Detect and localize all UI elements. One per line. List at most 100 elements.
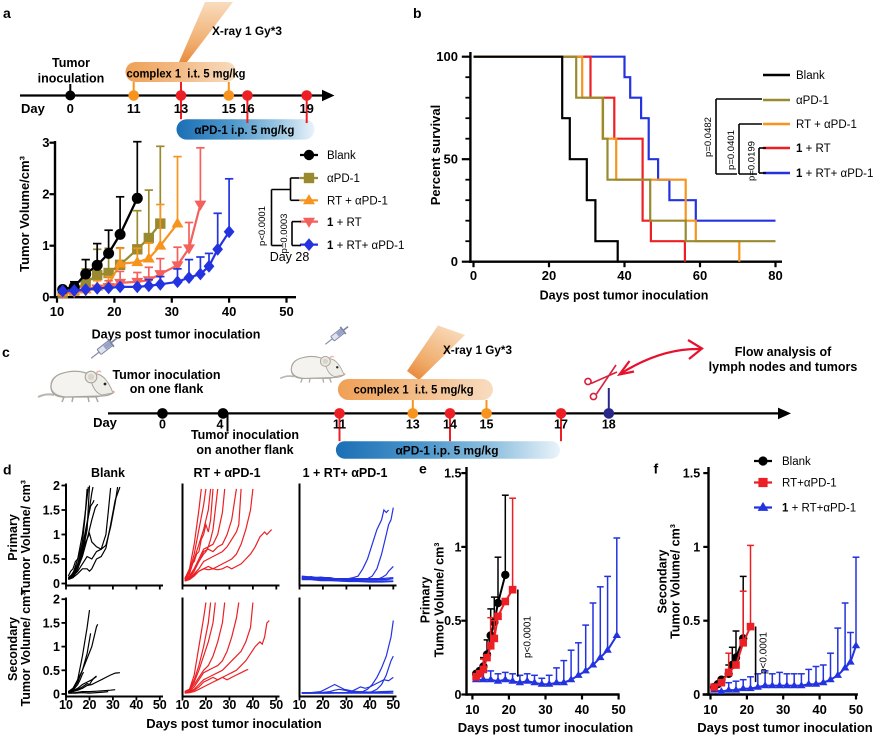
svg-text:0.5: 0.5 — [683, 614, 700, 628]
svg-text:Tumor Volume/ cm³: Tumor Volume/ cm³ — [19, 592, 33, 707]
svg-text:Tumor Volume/ cm³: Tumor Volume/ cm³ — [19, 480, 33, 595]
svg-text:40: 40 — [222, 304, 236, 319]
svg-text:30: 30 — [538, 702, 552, 717]
svg-text:Secondary: Secondary — [6, 617, 20, 681]
svg-text:RT+αPD-1: RT+αPD-1 — [782, 478, 837, 490]
svg-text:lymph nodes and tumors: lymph nodes and tumors — [709, 360, 858, 374]
svg-text:0: 0 — [455, 688, 462, 702]
svg-text:0.5: 0.5 — [43, 553, 60, 567]
svg-text:10: 10 — [59, 698, 73, 712]
svg-text:13: 13 — [406, 418, 420, 432]
svg-text:Primary: Primary — [419, 577, 433, 624]
svg-text:1 + RT+ αPD-1: 1 + RT+ αPD-1 — [796, 168, 873, 180]
svg-text:X-ray 1 Gy*3: X-ray 1 Gy*3 — [443, 343, 512, 357]
svg-text:1: 1 — [455, 540, 462, 554]
svg-text:inoculation: inoculation — [38, 72, 105, 86]
svg-text:d: d — [3, 462, 12, 478]
svg-text:a: a — [3, 5, 11, 21]
svg-text:1.5: 1.5 — [43, 616, 60, 630]
svg-text:on one flank: on one flank — [130, 382, 204, 396]
svg-text:p<0.0001: p<0.0001 — [257, 206, 268, 246]
svg-text:60: 60 — [693, 268, 707, 283]
svg-text:Flow analysis of: Flow analysis of — [735, 345, 832, 359]
svg-text:0: 0 — [67, 101, 74, 116]
svg-text:Days post tumor inoculation: Days post tumor inoculation — [697, 720, 873, 735]
svg-text:RT + αPD-1: RT + αPD-1 — [796, 119, 857, 131]
svg-text:complex 1 i.t. 5 mg/kg: complex 1 i.t. 5 mg/kg — [354, 382, 474, 396]
svg-text:40: 40 — [363, 698, 377, 712]
svg-text:14: 14 — [443, 418, 457, 432]
svg-text:c: c — [2, 344, 10, 360]
svg-text:20: 20 — [542, 268, 556, 283]
svg-text:0: 0 — [451, 254, 458, 269]
svg-text:50: 50 — [849, 702, 863, 717]
svg-text:11: 11 — [127, 101, 141, 116]
svg-text:80: 80 — [768, 268, 782, 283]
svg-text:Days post tumor inoculation: Days post tumor inoculation — [540, 289, 709, 303]
svg-text:Secondary: Secondary — [656, 549, 670, 613]
svg-text:50: 50 — [269, 698, 283, 712]
svg-text:Blank: Blank — [796, 70, 825, 82]
svg-text:b: b — [413, 5, 422, 21]
svg-text:20: 20 — [199, 698, 213, 712]
svg-text:Blank: Blank — [327, 150, 356, 162]
svg-text:Primary: Primary — [6, 514, 20, 561]
svg-text:50: 50 — [279, 304, 293, 319]
svg-text:Days post tumor inoculation: Days post tumor inoculation — [458, 720, 634, 735]
svg-text:40: 40 — [812, 702, 826, 717]
svg-text:20: 20 — [316, 698, 330, 712]
svg-text:2: 2 — [53, 479, 60, 493]
svg-text:Day: Day — [93, 415, 118, 430]
svg-text:0: 0 — [159, 418, 166, 432]
svg-text:1 + RT+ αPD-1: 1 + RT+ αPD-1 — [327, 240, 404, 252]
svg-text:p=0.0401: p=0.0401 — [726, 130, 737, 170]
svg-text:30: 30 — [339, 698, 353, 712]
svg-text:0.5: 0.5 — [444, 614, 461, 628]
svg-text:1 + RT: 1 + RT — [796, 143, 831, 155]
svg-text:Days post tumor inoculation: Days post tumor inoculation — [92, 328, 261, 342]
svg-text:0: 0 — [53, 688, 60, 702]
svg-text:αPD-1 i.p. 5 mg/kg: αPD-1 i.p. 5 mg/kg — [396, 444, 499, 458]
svg-text:Day: Day — [21, 101, 46, 116]
svg-text:18: 18 — [602, 418, 616, 432]
svg-text:15: 15 — [222, 101, 236, 116]
svg-text:40: 40 — [617, 268, 631, 283]
svg-text:Tumor inoculation: Tumor inoculation — [112, 368, 220, 382]
svg-text:p=0.0003: p=0.0003 — [279, 214, 290, 254]
svg-text:3: 3 — [42, 135, 49, 150]
svg-text:Blank: Blank — [782, 456, 811, 468]
svg-text:50: 50 — [153, 698, 167, 712]
svg-text:αPD-1: αPD-1 — [796, 95, 829, 107]
svg-text:1: 1 — [693, 540, 700, 554]
svg-text:16: 16 — [240, 101, 254, 116]
svg-text:1.5: 1.5 — [683, 467, 700, 481]
svg-text:4: 4 — [217, 418, 224, 432]
svg-text:30: 30 — [776, 702, 790, 717]
svg-text:10: 10 — [293, 698, 307, 712]
svg-text:30: 30 — [106, 698, 120, 712]
svg-text:30: 30 — [165, 304, 179, 319]
svg-text:2: 2 — [42, 187, 49, 202]
svg-text:1: 1 — [53, 640, 60, 654]
svg-text:2: 2 — [53, 593, 60, 607]
svg-text:p<0.0001: p<0.0001 — [523, 616, 534, 658]
svg-text:e: e — [419, 461, 427, 477]
svg-text:Days post tumor inoculation: Days post tumor inoculation — [146, 716, 322, 731]
svg-text:αPD-1: αPD-1 — [327, 173, 360, 185]
svg-text:0: 0 — [470, 268, 477, 283]
svg-text:1 + RT+αPD-1: 1 + RT+αPD-1 — [782, 503, 856, 515]
svg-text:Blank: Blank — [91, 466, 125, 480]
svg-text:0: 0 — [42, 290, 49, 305]
svg-text:19: 19 — [299, 101, 313, 116]
svg-text:13: 13 — [174, 101, 188, 116]
svg-text:10: 10 — [465, 702, 479, 717]
svg-text:Day 28: Day 28 — [270, 250, 310, 264]
svg-text:complex 1 i.t. 5 mg/kg: complex 1 i.t. 5 mg/kg — [127, 67, 246, 81]
svg-text:Tumor Volume/ cm³: Tumor Volume/ cm³ — [433, 543, 447, 658]
svg-text:Percent survival: Percent survival — [428, 105, 443, 205]
svg-text:0: 0 — [53, 577, 60, 591]
svg-text:1 + RT: 1 + RT — [327, 217, 362, 229]
svg-text:Tumor Volume/cm³: Tumor Volume/cm³ — [17, 155, 32, 271]
svg-text:RT + αPD-1: RT + αPD-1 — [327, 196, 388, 208]
svg-text:11: 11 — [333, 418, 346, 432]
